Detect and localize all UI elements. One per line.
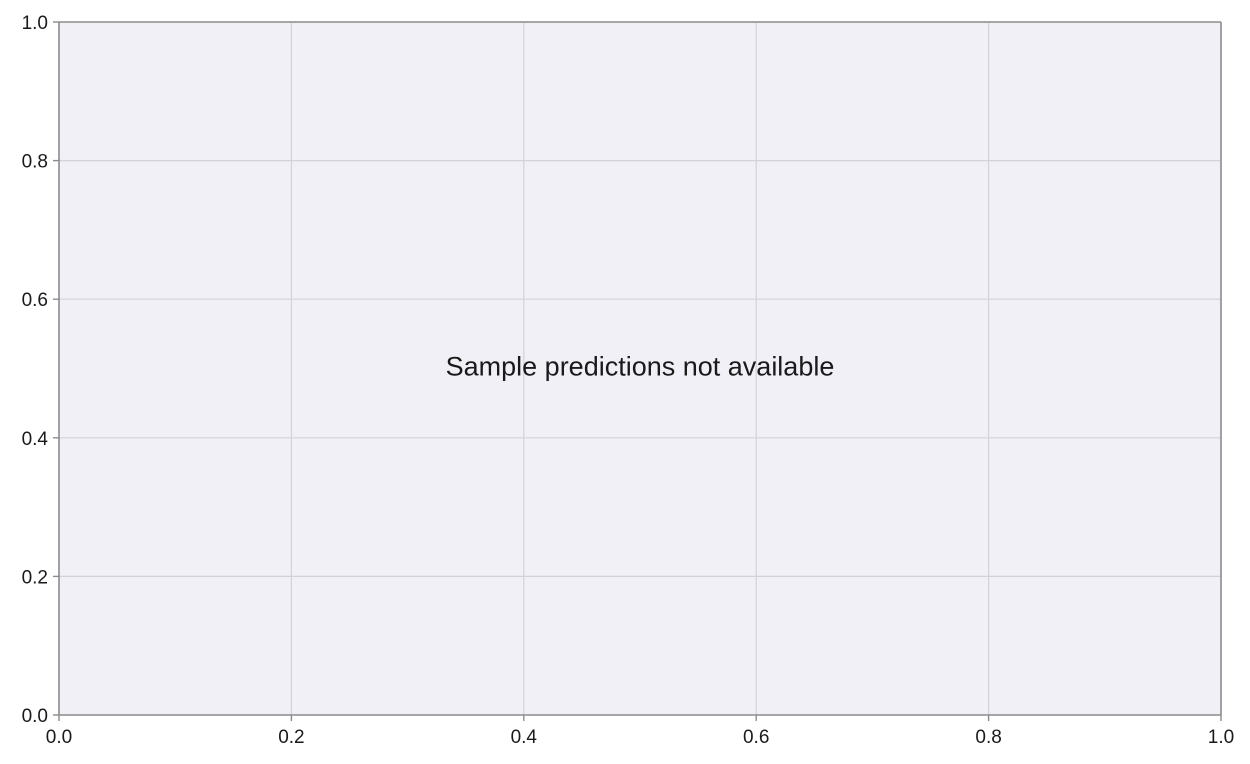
axes	[58, 21, 1222, 716]
no-data-message: Sample predictions not available	[446, 352, 835, 382]
y-tick-label: 1.0	[22, 13, 48, 34]
y-tick-label: 0.8	[22, 152, 48, 173]
y-axis-ticks: 0.0 0.2 0.4 0.6 0.8 1.0	[22, 13, 59, 727]
y-tick-label: 0.6	[22, 290, 48, 311]
y-tick-label: 0.0	[22, 706, 48, 727]
x-tick-label: 0.8	[975, 727, 1001, 748]
x-tick-label: 0.4	[511, 727, 538, 748]
y-tick-label: 0.4	[22, 429, 49, 450]
x-axis-ticks: 0.0 0.2 0.4 0.6 0.8 1.0	[46, 715, 1234, 748]
x-tick-label: 1.0	[1208, 727, 1234, 748]
grid-lines	[59, 22, 1221, 715]
x-tick-label: 0.2	[278, 727, 304, 748]
x-tick-label: 0.0	[46, 727, 72, 748]
y-tick-label: 0.2	[22, 567, 48, 588]
plot-area	[59, 22, 1221, 715]
x-tick-label: 0.6	[743, 727, 769, 748]
